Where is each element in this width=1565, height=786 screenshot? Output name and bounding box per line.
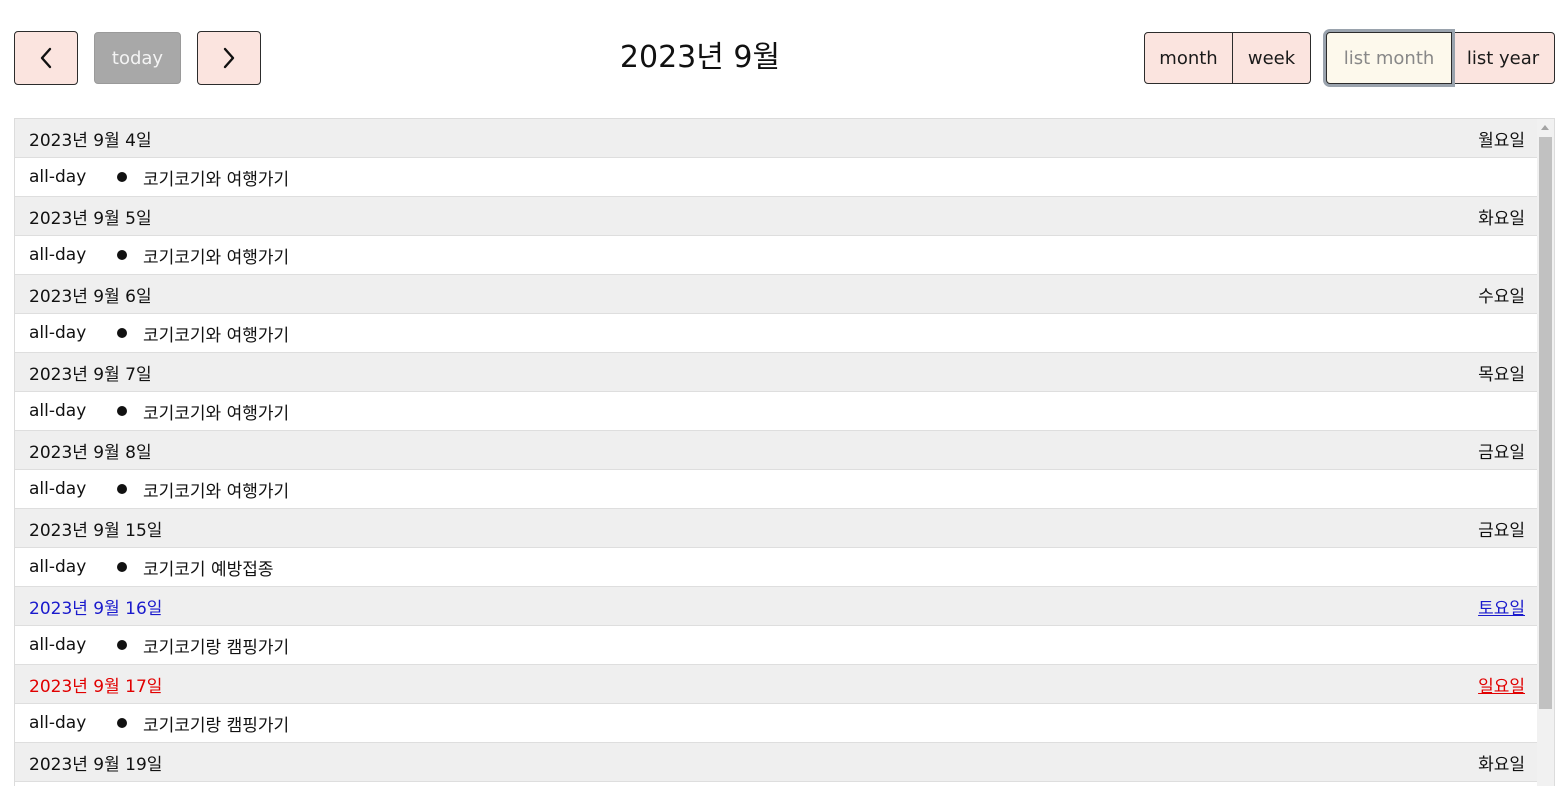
event-title[interactable]: 코기코기와 여행가기 xyxy=(143,481,290,502)
event-title[interactable]: 코기코기와 여행가기 xyxy=(143,325,290,346)
day-header-date-link[interactable]: 2023년 9월 7일 xyxy=(29,364,152,385)
event-list: 2023년 9월 4일 월요일 all-day 코기코기와 여행가기 2023년 9월 … xyxy=(15,119,1539,782)
day-header-date-link[interactable]: 2023년 9월 5일 xyxy=(29,208,152,229)
event-dot-icon xyxy=(117,406,127,416)
day-header-date-link[interactable]: 2023년 9월 4일 xyxy=(29,130,152,151)
week-view-button[interactable]: week xyxy=(1233,32,1311,84)
day-header-row: 2023년 9월 6일 수요일 xyxy=(15,275,1539,314)
day-header-weekday-link[interactable]: 수요일 xyxy=(1478,286,1525,307)
scrollbar-thumb[interactable] xyxy=(1539,137,1552,709)
view-button-group: month week xyxy=(1144,32,1311,84)
chevron-right-icon xyxy=(222,47,236,69)
day-header-row: 2023년 9월 4일 월요일 xyxy=(15,119,1539,158)
event-title[interactable]: 코기코기와 여행가기 xyxy=(143,403,290,424)
event-row[interactable]: all-day 코기코기와 여행가기 xyxy=(15,392,1539,431)
event-time-label: all-day xyxy=(29,401,87,421)
day-header-date-link[interactable]: 2023년 9월 6일 xyxy=(29,286,152,307)
event-dot-icon xyxy=(117,640,127,650)
day-header-row: 2023년 9월 19일 화요일 xyxy=(15,743,1539,782)
list-year-view-button[interactable]: list year xyxy=(1452,32,1555,84)
month-view-button[interactable]: month xyxy=(1144,32,1233,84)
prev-button[interactable] xyxy=(14,31,78,85)
next-button[interactable] xyxy=(197,31,261,85)
event-title[interactable]: 코기코기 예방접종 xyxy=(143,559,274,580)
event-title[interactable]: 코기코기랑 캠핑가기 xyxy=(143,715,290,736)
day-header-date-link[interactable]: 2023년 9월 16일 xyxy=(29,598,163,619)
event-dot-icon xyxy=(117,250,127,260)
event-row[interactable]: all-day 코기코기와 여행가기 xyxy=(15,314,1539,353)
day-header-date-link[interactable]: 2023년 9월 19일 xyxy=(29,754,163,775)
event-title[interactable]: 코기코기와 여행가기 xyxy=(143,247,290,268)
event-dot-icon xyxy=(117,328,127,338)
day-header-date-link[interactable]: 2023년 9월 8일 xyxy=(29,442,152,463)
event-dot-icon xyxy=(117,562,127,572)
day-header-weekday-link[interactable]: 금요일 xyxy=(1478,442,1525,463)
event-dot-icon xyxy=(117,484,127,494)
day-header-row: 2023년 9월 16일 토요일 xyxy=(15,587,1539,626)
event-dot-icon xyxy=(117,172,127,182)
day-header-weekday-link[interactable]: 일요일 xyxy=(1478,676,1525,697)
event-time-label: all-day xyxy=(29,479,87,499)
calendar-toolbar: today 2023년 9월 month week list month lis… xyxy=(0,0,1565,118)
today-button[interactable]: today xyxy=(94,32,181,84)
event-time-label: all-day xyxy=(29,167,87,187)
day-header-row: 2023년 9월 7일 목요일 xyxy=(15,353,1539,392)
day-header-weekday-link[interactable]: 월요일 xyxy=(1478,130,1525,151)
day-header-date-link[interactable]: 2023년 9월 17일 xyxy=(29,676,163,697)
day-header-row: 2023년 9월 17일 일요일 xyxy=(15,665,1539,704)
event-time-label: all-day xyxy=(29,635,87,655)
day-header-weekday-link[interactable]: 금요일 xyxy=(1478,520,1525,541)
calendar-title: 2023년 9월 xyxy=(619,40,781,75)
event-row[interactable]: all-day 코기코기와 여행가기 xyxy=(15,158,1539,197)
vertical-scrollbar[interactable] xyxy=(1537,119,1554,786)
day-header-row: 2023년 9월 15일 금요일 xyxy=(15,509,1539,548)
day-header-row: 2023년 9월 5일 화요일 xyxy=(15,197,1539,236)
day-header-row: 2023년 9월 8일 금요일 xyxy=(15,431,1539,470)
event-row[interactable]: all-day 코기코기와 여행가기 xyxy=(15,236,1539,275)
list-view-button-group: list month list year xyxy=(1326,32,1555,84)
list-month-view-button[interactable]: list month xyxy=(1326,32,1452,84)
event-list-view: 2023년 9월 4일 월요일 all-day 코기코기와 여행가기 2023년 9월 … xyxy=(14,118,1555,786)
event-row[interactable]: all-day 코기코기랑 캠핑가기 xyxy=(15,704,1539,743)
day-header-weekday-link[interactable]: 화요일 xyxy=(1478,208,1525,229)
event-row[interactable]: all-day 코기코기 예방접종 xyxy=(15,548,1539,587)
event-time-label: all-day xyxy=(29,245,87,265)
event-time-label: all-day xyxy=(29,323,87,343)
event-row[interactable]: all-day 코기코기와 여행가기 xyxy=(15,470,1539,509)
day-header-weekday-link[interactable]: 화요일 xyxy=(1478,754,1525,775)
scroll-up-arrow-icon[interactable] xyxy=(1541,125,1549,130)
event-title[interactable]: 코기코기랑 캠핑가기 xyxy=(143,637,290,658)
event-time-label: all-day xyxy=(29,557,87,577)
day-header-weekday-link[interactable]: 토요일 xyxy=(1478,598,1525,619)
event-title[interactable]: 코기코기와 여행가기 xyxy=(143,169,290,190)
day-header-date-link[interactable]: 2023년 9월 15일 xyxy=(29,520,163,541)
chevron-left-icon xyxy=(39,47,53,69)
event-dot-icon xyxy=(117,718,127,728)
event-time-label: all-day xyxy=(29,713,87,733)
event-row[interactable]: all-day 코기코기랑 캠핑가기 xyxy=(15,626,1539,665)
day-header-weekday-link[interactable]: 목요일 xyxy=(1478,364,1525,385)
